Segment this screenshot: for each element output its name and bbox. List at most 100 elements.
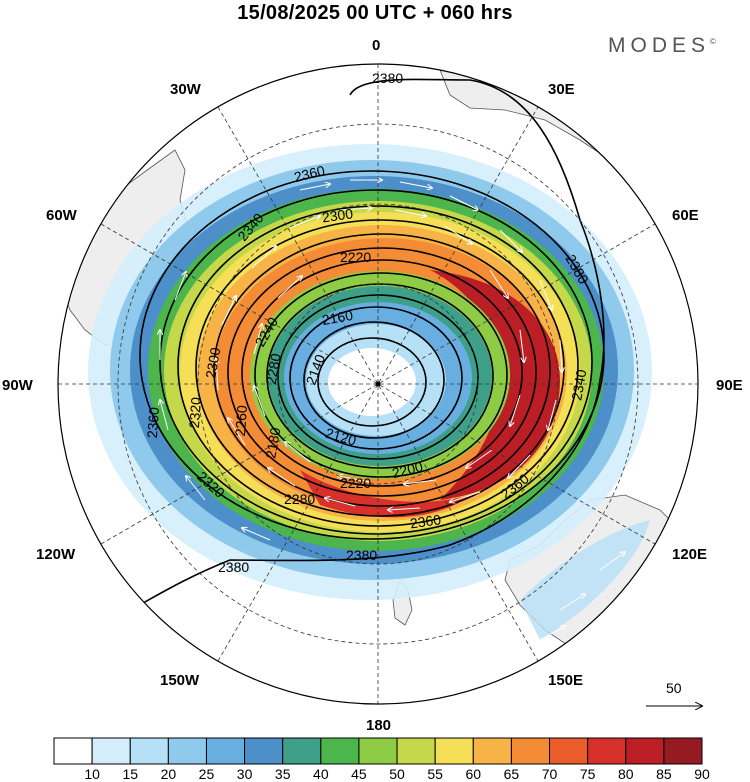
colorbar-swatch [472, 737, 512, 765]
wind-vector [450, 491, 481, 502]
colorbar-tick-label: 25 [199, 766, 215, 782]
colorbar-swatch [282, 737, 322, 765]
wind-vector [548, 399, 557, 430]
contour-label: 2360 [292, 162, 326, 185]
contour-label: 2180 [262, 426, 283, 460]
colorbar-swatch [510, 737, 551, 765]
brand-name: MODES [608, 34, 711, 57]
colorbar-tick-label: 20 [161, 766, 177, 782]
wind-vectors [160, 180, 625, 641]
lon-label-30e: 30E [548, 81, 575, 98]
colorbar: 10 15 20 25 30 35 40 45 50 55 60 65 70 75 80 85 90 [53, 737, 710, 782]
lon-label-60e: 60E [672, 207, 699, 224]
colorbar-swatch [625, 737, 665, 765]
colorbar-swatch [244, 737, 284, 765]
lon-label-150e: 150E [548, 672, 583, 689]
colorbar-swatch [396, 737, 436, 765]
reference-vector-label: 50 [666, 680, 682, 696]
contour-label: 2360 [144, 406, 162, 438]
colorbar-swatch [167, 737, 207, 765]
band-10-inner [328, 348, 416, 416]
wind-vector [254, 386, 266, 417]
wind-vector [449, 195, 478, 210]
colorbar-tick-label: 30 [237, 766, 253, 782]
contour-2260 [227, 247, 537, 497]
jet-core-east [430, 270, 560, 500]
contour-label: 2260 [232, 404, 250, 436]
contour-label: 2200 [390, 458, 424, 481]
contour-label: 2280 [263, 352, 284, 386]
wind-vector [508, 454, 531, 478]
graticule [58, 64, 698, 704]
wind-vector [560, 339, 562, 372]
wind-vector [539, 626, 565, 641]
latitude-circle [117, 123, 639, 645]
wind-vector [599, 552, 625, 571]
lon-label-0: 0 [372, 37, 380, 54]
contour-2240 [241, 259, 523, 487]
colorbar-tick-label: 90 [694, 766, 710, 782]
contour-label: 2220 [340, 249, 371, 265]
reference-vector: 50 [646, 680, 702, 706]
contour-label: 2380 [346, 547, 377, 563]
wind-vector [519, 329, 524, 362]
wind-vector [325, 498, 356, 507]
wind-vector [539, 279, 552, 310]
wind-vector [466, 449, 493, 468]
contour-2220 [254, 272, 508, 478]
colorbar-tick-label: 15 [122, 766, 138, 782]
contour-2340 [159, 189, 593, 535]
jet-core-southeast [300, 470, 470, 518]
wind-vector [339, 208, 372, 210]
colorbar-swatch [205, 737, 246, 765]
copyright-mark: © [710, 37, 716, 46]
colorbar-tick-label: 10 [84, 766, 100, 782]
wind-vector [489, 269, 508, 298]
wind-vector [253, 324, 262, 355]
contour-label: 2220 [340, 475, 371, 491]
contour-label: 2380 [218, 559, 249, 575]
colorbar-tick-label: 65 [504, 766, 520, 782]
wind-vector [299, 184, 330, 191]
contour-label: 2320 [186, 396, 204, 428]
wind-vector [242, 528, 271, 541]
brand-logo: MODES© [608, 34, 716, 58]
colorbar-swatch [320, 737, 360, 765]
contour-2140 [303, 321, 445, 439]
colorbar-tick-label: 55 [427, 766, 443, 782]
colorbar-swatch [91, 737, 131, 765]
contour-label: 2160 [321, 307, 355, 328]
lon-label-120e: 120E [672, 546, 707, 563]
wind-vector [277, 276, 302, 299]
colorbar-swatch [129, 737, 169, 765]
colorbar-tick-label: 45 [351, 766, 367, 782]
wind-vector [289, 216, 320, 229]
wind-vector [160, 400, 169, 431]
wind-vector [186, 476, 206, 501]
australia-stream [520, 520, 650, 640]
wind-vector [251, 246, 276, 269]
map-boundary [57, 63, 699, 705]
wind-vector [444, 225, 472, 244]
lon-label-90e: 90E [716, 377, 743, 394]
wind-vector [216, 358, 218, 391]
colorbar-tick-label: 75 [580, 766, 596, 782]
wind-vector [388, 508, 421, 510]
wind-vector [394, 209, 426, 216]
colorbar-swatch [587, 737, 627, 765]
wind-vector [228, 418, 246, 446]
colorbar-tick-label: 80 [618, 766, 634, 782]
map-title: 15/08/2025 00 UTC + 060 hrs [237, 2, 513, 24]
colorbar-tick-label: 70 [542, 766, 558, 782]
south-pole-marker [375, 381, 381, 387]
wind-vector [221, 296, 236, 326]
colorbar-tick-label: 85 [656, 766, 672, 782]
colorbar-swatch [53, 737, 93, 765]
contour-label: 2300 [321, 205, 354, 225]
meridian-60 [100, 223, 656, 545]
colorbar-tick-label: 35 [275, 766, 291, 782]
meridian-150 [217, 106, 539, 662]
lon-label-180: 180 [366, 717, 391, 734]
lon-label-120w: 120W [36, 546, 76, 563]
